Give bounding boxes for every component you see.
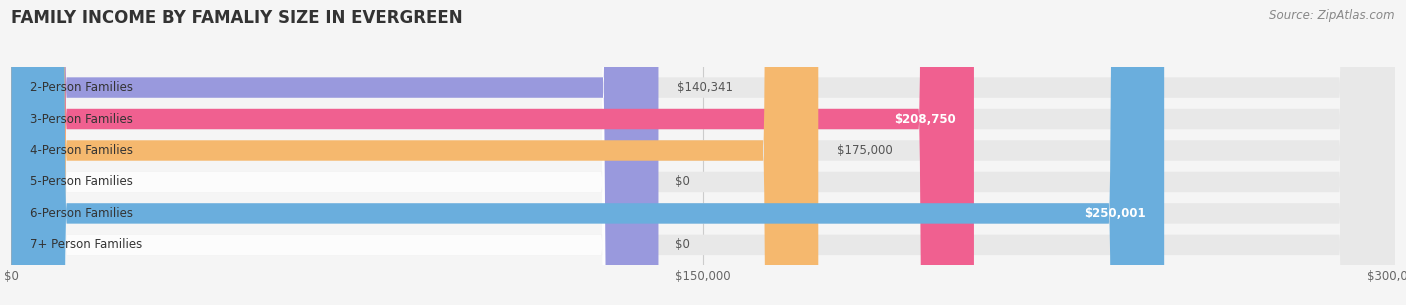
FancyBboxPatch shape <box>11 0 657 305</box>
FancyBboxPatch shape <box>11 0 974 305</box>
Text: $0: $0 <box>675 175 690 188</box>
FancyBboxPatch shape <box>11 0 1395 305</box>
Text: 3-Person Families: 3-Person Families <box>30 113 132 126</box>
Text: $250,001: $250,001 <box>1084 207 1146 220</box>
FancyBboxPatch shape <box>11 0 1395 305</box>
FancyBboxPatch shape <box>11 0 1164 305</box>
FancyBboxPatch shape <box>11 0 818 305</box>
FancyBboxPatch shape <box>11 0 657 305</box>
Text: 6-Person Families: 6-Person Families <box>30 207 132 220</box>
Text: 4-Person Families: 4-Person Families <box>30 144 132 157</box>
FancyBboxPatch shape <box>11 0 1395 305</box>
FancyBboxPatch shape <box>11 0 657 305</box>
Text: 5-Person Families: 5-Person Families <box>30 175 132 188</box>
FancyBboxPatch shape <box>11 0 1395 305</box>
Text: $175,000: $175,000 <box>837 144 893 157</box>
Text: $0: $0 <box>675 239 690 251</box>
Text: 2-Person Families: 2-Person Families <box>30 81 132 94</box>
Text: $140,341: $140,341 <box>676 81 733 94</box>
Text: 7+ Person Families: 7+ Person Families <box>30 239 142 251</box>
Text: FAMILY INCOME BY FAMALIY SIZE IN EVERGREEN: FAMILY INCOME BY FAMALIY SIZE IN EVERGRE… <box>11 9 463 27</box>
FancyBboxPatch shape <box>11 0 1395 305</box>
FancyBboxPatch shape <box>11 0 657 305</box>
FancyBboxPatch shape <box>11 0 657 305</box>
FancyBboxPatch shape <box>11 0 658 305</box>
FancyBboxPatch shape <box>11 0 1395 305</box>
Text: Source: ZipAtlas.com: Source: ZipAtlas.com <box>1270 9 1395 22</box>
Text: $208,750: $208,750 <box>894 113 956 126</box>
FancyBboxPatch shape <box>11 0 657 305</box>
